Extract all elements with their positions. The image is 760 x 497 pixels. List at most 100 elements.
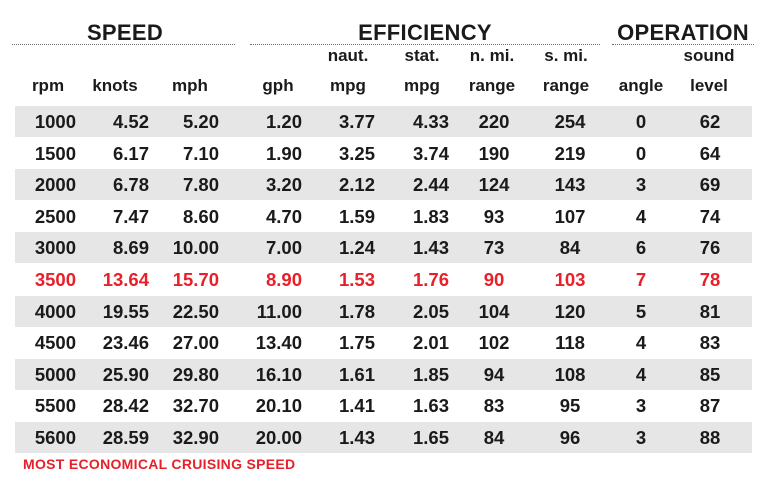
cell-nmi-range: 84 [483,427,505,448]
cell-rpm: 4500 [34,332,76,354]
cell-nmi-range: 102 [478,332,510,354]
cell-angle: 0 [635,111,647,132]
cell-angle: 7 [635,269,647,290]
cell-rpm: 5000 [34,363,76,385]
cell-rpm: 1000 [34,111,76,132]
header-naut-line1: naut. [327,46,369,65]
cell-stat-mpg: 1.76 [412,269,449,290]
cell-stat-mpg: 1.83 [412,205,449,227]
cell-knots: 28.42 [102,395,149,417]
cell-mph: 27.00 [172,332,219,354]
table-row: 5000 25.90 29.80 16.10 1.61 1.85 94 108 4 85 [15,358,752,390]
cell-mph: 22.50 [172,300,219,322]
header-angle: angle [618,76,664,95]
cell-knots: 8.69 [112,237,149,259]
header-nmi-line1: n. mi. [469,46,515,65]
cell-smi-range: 143 [554,174,586,196]
cell-stat-mpg: 1.85 [412,363,449,385]
cell-sound-level: 87 [699,395,721,417]
cell-nmi-range: 90 [483,269,505,290]
cell-angle: 4 [635,205,647,227]
cell-gph: 1.20 [265,111,302,132]
cell-stat-mpg: 1.65 [412,427,449,448]
cell-nmi-range: 124 [478,174,510,196]
cell-nmi-range: 83 [483,395,505,417]
cell-sound-level: 76 [699,237,721,259]
header-smi-range: range [542,76,590,95]
cell-knots: 28.59 [102,427,149,448]
cell-naut-mpg: 1.78 [338,300,375,322]
cell-angle: 3 [635,427,647,448]
header-stat-line1: stat. [404,46,440,65]
cell-sound-level: 88 [699,427,721,448]
group-title-speed: SPEED [86,20,164,45]
cell-nmi-range: 94 [483,363,505,385]
cell-mph: 10.00 [172,237,219,259]
cell-rpm: 5600 [34,427,76,448]
cell-gph: 16.10 [255,363,302,385]
cell-mph: 7.10 [182,142,219,164]
cell-mph: 7.80 [182,174,219,196]
table-row: 1000 4.52 5.20 1.20 3.77 4.33 220 254 0 62 [15,106,752,137]
cell-stat-mpg: 1.43 [412,237,449,259]
cell-angle: 3 [635,174,647,196]
cell-smi-range: 120 [554,300,586,322]
header-knots: knots [92,76,138,95]
cell-mph: 32.70 [172,395,219,417]
cell-naut-mpg: 1.24 [338,237,375,259]
cell-rpm: 1500 [34,142,76,164]
cell-knots: 25.90 [102,363,149,385]
cell-nmi-range: 93 [483,205,505,227]
table-row: 2500 7.47 8.60 4.70 1.59 1.83 93 107 4 74 [15,201,752,232]
cell-angle: 3 [635,395,647,417]
group-rule-efficiency [250,44,600,45]
cell-smi-range: 95 [559,395,581,417]
cell-smi-range: 219 [554,142,586,164]
cell-rpm: 3500 [34,269,76,290]
cell-angle: 6 [635,237,647,259]
table-row: 1500 6.17 7.10 1.90 3.25 3.74 190 219 0 64 [15,138,752,169]
cell-mph: 5.20 [182,111,219,132]
table-row-highlighted: 3500 13.64 15.70 8.90 1.53 1.76 90 103 7 78 [15,264,752,295]
cell-stat-mpg: 2.44 [412,174,449,196]
cell-smi-range: 107 [554,205,586,227]
cell-sound-level: 69 [699,174,721,196]
cell-stat-mpg: 4.33 [412,111,449,132]
header-gph: gph [262,76,294,95]
group-rule-operation [612,44,754,45]
cell-naut-mpg: 2.12 [338,174,375,196]
cell-mph: 15.70 [172,269,219,290]
cell-naut-mpg: 1.75 [338,332,375,354]
cell-angle: 0 [635,142,647,164]
cell-rpm: 2500 [34,205,76,227]
header-nmi-range: range [468,76,516,95]
cell-gph: 1.90 [265,142,302,164]
cell-naut-mpg: 1.61 [338,363,375,385]
cell-smi-range: 103 [554,269,586,290]
cell-gph: 4.70 [265,205,302,227]
cell-nmi-range: 104 [478,300,510,322]
cell-gph: 11.00 [256,300,302,322]
cell-smi-range: 254 [554,111,586,132]
cell-gph: 7.00 [265,237,302,259]
cell-knots: 19.55 [102,300,149,322]
cell-mph: 32.90 [172,427,219,448]
cell-mph: 8.60 [182,205,219,227]
cell-knots: 23.46 [102,332,149,354]
cell-naut-mpg: 1.43 [338,427,375,448]
cell-rpm: 4000 [34,300,76,322]
cell-sound-level: 81 [699,300,721,322]
cell-sound-level: 74 [699,205,721,227]
group-rule-speed [12,44,235,45]
cell-knots: 13.64 [102,269,149,290]
cell-gph: 8.90 [265,269,302,290]
header-smi-line1: s. mi. [544,46,588,65]
cell-mph: 29.80 [172,363,219,385]
cell-sound-level: 78 [699,269,721,290]
cell-gph: 3.20 [265,174,302,196]
header-stat-mpg: mpg [404,76,440,95]
table-row: 4500 23.46 27.00 13.40 1.75 2.01 102 118 4 83 [15,327,752,358]
cell-naut-mpg: 1.53 [338,269,375,290]
table-row: 2000 6.78 7.80 3.20 2.12 2.44 124 143 3 69 [15,169,752,201]
header-rpm: rpm [31,76,65,95]
